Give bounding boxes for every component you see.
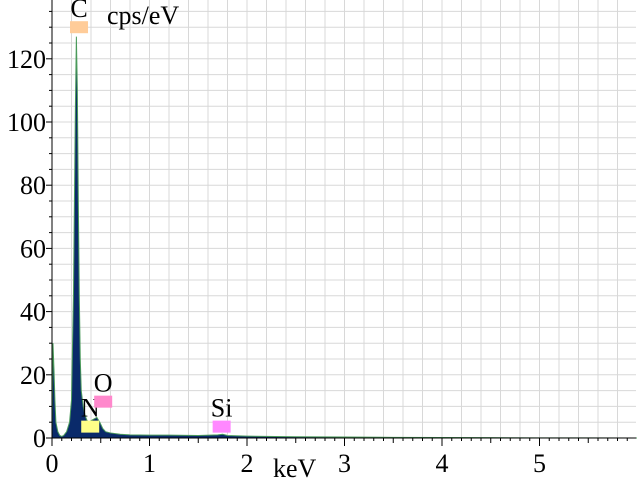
x-axis-label: keV xyxy=(273,454,317,480)
y-tick-label: 100 xyxy=(7,108,46,137)
y-tick-label: 20 xyxy=(20,361,46,390)
y-tick-label: 60 xyxy=(20,234,46,263)
x-tick-label: 2 xyxy=(241,449,254,478)
y-tick-marks: 0 20 40 60 80 100 120 xyxy=(7,10,52,453)
element-marker-o xyxy=(94,395,113,408)
element-label-c: C xyxy=(70,0,87,23)
y-tick-label: 40 xyxy=(20,298,46,327)
y-tick-label: 80 xyxy=(20,171,46,200)
x-tick-label: 3 xyxy=(338,449,351,478)
y-tick-label: 0 xyxy=(33,424,46,453)
x-tick-marks: 0 1 2 3 4 5 xyxy=(46,438,628,478)
x-tick-label: 1 xyxy=(143,449,156,478)
element-marker-n xyxy=(81,420,100,433)
x-tick-label: 4 xyxy=(436,449,449,478)
grid-lines xyxy=(51,0,636,439)
element-marker-si xyxy=(212,420,231,433)
y-axis-label: cps/eV xyxy=(107,1,179,30)
x-tick-label: 0 xyxy=(46,449,59,478)
element-label-si: Si xyxy=(211,394,233,423)
element-marker-c xyxy=(70,21,89,34)
x-tick-label: 5 xyxy=(533,449,546,478)
element-label-o: O xyxy=(94,369,113,398)
y-tick-label: 120 xyxy=(7,45,46,74)
